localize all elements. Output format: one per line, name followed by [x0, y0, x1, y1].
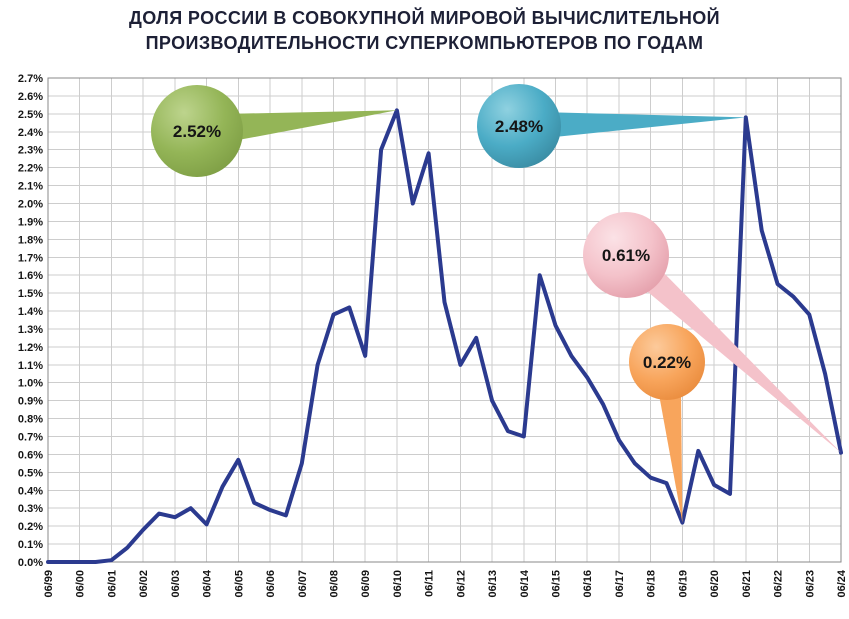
y-tick-label: 2.7%	[18, 73, 43, 85]
x-tick-label: 06/24	[836, 569, 848, 597]
callout-tail	[548, 112, 746, 138]
plot-border	[47, 77, 842, 563]
x-tick-label: 06/99	[43, 570, 55, 598]
x-tick-label: 06/15	[551, 570, 563, 598]
y-tick-label: 1.9%	[18, 216, 43, 228]
x-tick-label: 06/13	[487, 570, 499, 598]
x-tick-label: 06/20	[709, 570, 721, 598]
x-tick-label: 06/01	[106, 570, 118, 598]
x-tick-label: 06/21	[741, 570, 753, 598]
callout-bubble	[477, 84, 561, 168]
x-tick-label: 06/00	[75, 570, 87, 598]
callout-label: 2.48%	[495, 117, 543, 136]
callout-label: 0.22%	[643, 353, 691, 372]
y-tick-label: 2.0%	[18, 198, 43, 210]
chart-title-line1: ДОЛЯ РОССИИ В СОВОКУПНОЙ МИРОВОЙ ВЫЧИСЛИ…	[128, 8, 721, 28]
y-tick-label: 0.4%	[18, 485, 43, 497]
x-tick-label: 06/17	[614, 570, 626, 598]
x-tick-label: 06/22	[773, 570, 785, 598]
y-tick-label: 0.7%	[18, 432, 43, 444]
y-tick-label: 1.1%	[18, 360, 43, 372]
grid-layer	[47, 77, 842, 563]
y-tick-label: 2.3%	[18, 145, 43, 157]
callout-tail	[640, 266, 841, 453]
x-tick-label: 06/03	[170, 570, 182, 598]
y-tick-label: 0.5%	[18, 467, 43, 479]
y-tick-label: 0.8%	[18, 414, 43, 426]
chart-title-line2: ПРОИЗВОДИТЕЛЬНОСТИ СУПЕРКОМПЬЮТЕРОВ ПО Г…	[145, 33, 704, 54]
y-tick-label: 0.6%	[18, 449, 43, 461]
y-tick-label: 1.0%	[18, 378, 43, 390]
y-tick-label: 1.3%	[18, 324, 43, 336]
y-tick-label: 2.4%	[18, 127, 43, 139]
y-tick-label: 2.5%	[18, 109, 43, 121]
x-tick-label: 06/11	[424, 570, 436, 597]
x-tick-label: 06/19	[677, 570, 689, 598]
callout-layer: 2.52% 2.48% 0.61% 0.22%	[151, 84, 841, 523]
y-tick-label: 2.1%	[18, 181, 43, 193]
x-tick-label: 06/05	[233, 570, 245, 598]
callout-bubble	[151, 85, 243, 177]
x-tick-label: 06/12	[455, 570, 467, 598]
x-tick-label: 06/04	[202, 569, 214, 597]
callout-tail	[228, 110, 397, 142]
y-tick-label: 1.7%	[18, 252, 43, 264]
x-tick-label: 06/02	[138, 570, 150, 598]
callout-tail	[658, 388, 683, 523]
x-tick-label: 06/14	[519, 569, 531, 597]
x-tick-label: 06/07	[297, 570, 309, 598]
y-tick-label: 1.5%	[18, 288, 43, 300]
axis-label-layer: 0.0% 0.1% 0.2% 0.3% 0.4% 0.5% 0.6% 0.7% 0.8% 0.9%…	[18, 73, 848, 598]
x-tick-label: 06/16	[582, 570, 594, 598]
y-tick-label: 0.1%	[18, 539, 43, 551]
y-tick-label: 0.0%	[18, 557, 43, 569]
y-tick-label: 1.2%	[18, 342, 43, 354]
x-tick-label: 06/08	[328, 570, 340, 598]
series-layer	[46, 108, 843, 564]
x-tick-label: 06/18	[646, 570, 658, 598]
callout-bubble	[629, 324, 705, 400]
x-tick-label: 06/10	[392, 570, 404, 598]
callout-bubble	[583, 212, 669, 298]
y-tick-label: 1.6%	[18, 270, 43, 282]
callout-label: 0.61%	[602, 246, 650, 265]
chart-title: ДОЛЯ РОССИИ В СОВОКУПНОЙ МИРОВОЙ ВЫЧИСЛИ…	[0, 6, 849, 56]
y-tick-label: 0.3%	[18, 503, 43, 515]
y-tick-label: 1.4%	[18, 306, 43, 318]
y-tick-label: 1.8%	[18, 234, 43, 246]
x-tick-label: 06/09	[360, 570, 372, 598]
y-tick-label: 2.6%	[18, 91, 43, 103]
y-tick-label: 0.2%	[18, 521, 43, 533]
series-line	[46, 108, 843, 564]
y-tick-label: 2.2%	[18, 163, 43, 175]
callout-label: 2.52%	[173, 122, 221, 141]
x-tick-label: 06/23	[804, 570, 816, 598]
y-tick-label: 0.9%	[18, 396, 43, 408]
x-tick-label: 06/06	[265, 570, 277, 598]
